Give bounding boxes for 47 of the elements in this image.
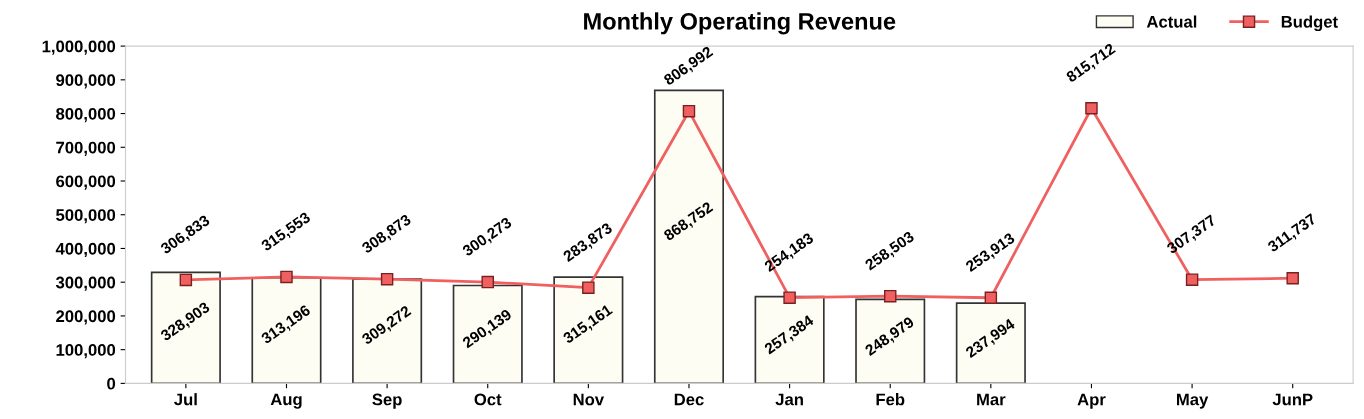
point — [582, 281, 595, 294]
x-tick-label: JunP — [1272, 393, 1313, 406]
x-tick-label: Jan — [775, 393, 803, 406]
x-tick-label: Jul — [174, 393, 197, 406]
bar — [855, 298, 926, 384]
point — [1085, 101, 1098, 115]
x-tick-label: May — [1177, 393, 1209, 409]
bar — [955, 302, 1026, 384]
bar — [553, 276, 624, 384]
point — [280, 270, 293, 284]
point — [179, 273, 193, 287]
legend-label: Budget — [1281, 15, 1338, 32]
point — [883, 289, 897, 303]
y-tick-label: 200,000 — [56, 310, 116, 325]
y-tick-label: 500,000 — [56, 209, 116, 224]
x-tick-label: Aug — [270, 393, 302, 409]
x-tick-label: Mar — [977, 393, 1006, 406]
point — [984, 291, 998, 304]
x-tick-label: Nov — [573, 393, 605, 406]
x-tick-label: Oct — [474, 393, 502, 406]
bar — [653, 89, 725, 384]
x-tick-label: Apr — [1077, 393, 1106, 409]
y-tick-label: 900,000 — [56, 74, 116, 89]
point — [783, 291, 796, 304]
point — [682, 104, 696, 118]
point — [380, 272, 394, 286]
y-tick-label: 100,000 — [56, 344, 116, 359]
x-tick-label: Sep — [372, 393, 402, 409]
y-tick-label: 700,000 — [56, 141, 116, 156]
y-tick-label: 0 — [107, 377, 116, 390]
y-tick-label: 300,000 — [55, 276, 116, 291]
point — [1185, 273, 1199, 286]
bar — [251, 276, 322, 384]
y-tick-label: 1,000,000 — [42, 40, 116, 55]
chart-title: Monthly Operating Revenue — [584, 12, 896, 35]
legend-label: Actual — [1146, 15, 1197, 28]
y-tick-label: 800,000 — [56, 107, 116, 123]
x-tick-label: Feb — [876, 393, 905, 406]
point — [1286, 271, 1299, 285]
y-tick-label: 400,000 — [55, 242, 116, 258]
bar — [754, 295, 825, 384]
x-tick-label: Dec — [674, 393, 704, 406]
point — [481, 275, 494, 289]
bar — [452, 284, 523, 384]
y-tick-label: 600,000 — [56, 175, 116, 190]
bar — [150, 271, 221, 384]
bar — [352, 278, 423, 384]
